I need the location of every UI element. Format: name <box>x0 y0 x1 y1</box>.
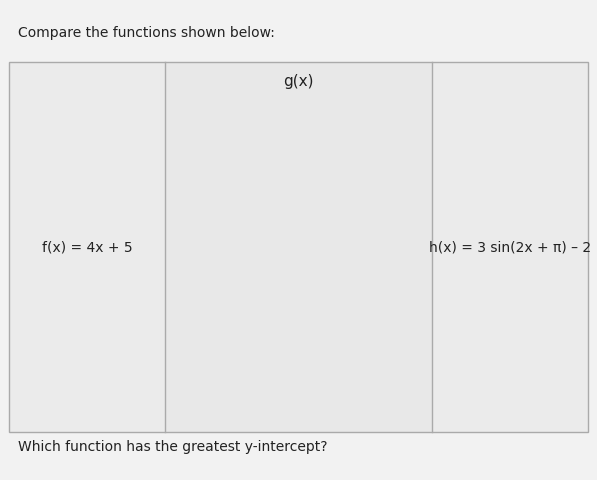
Text: Which function has the greatest y-intercept?: Which function has the greatest y-interc… <box>18 440 327 454</box>
Text: h(x) = 3 sin(2x + π) – 2: h(x) = 3 sin(2x + π) – 2 <box>429 240 591 254</box>
Text: g(x): g(x) <box>283 74 314 89</box>
Text: f(x) = 4x + 5: f(x) = 4x + 5 <box>42 240 133 254</box>
Text: Compare the functions shown below:: Compare the functions shown below: <box>18 26 275 40</box>
